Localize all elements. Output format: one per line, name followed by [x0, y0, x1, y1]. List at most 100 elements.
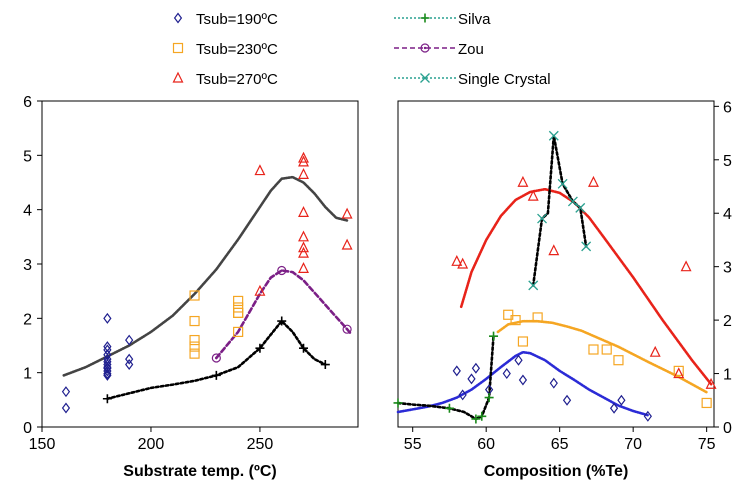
data-point-diamond [617, 394, 626, 406]
data-point-diamond [103, 341, 112, 353]
legend-plus-icon [420, 13, 430, 23]
x-tick-label: 200 [138, 436, 165, 453]
data-point-plus [277, 316, 287, 326]
data-point-plus [211, 370, 221, 380]
y-tick-label: 2 [723, 313, 732, 330]
data-point-diamond [103, 349, 112, 361]
data-point-square [588, 344, 599, 355]
data-point-diamond [518, 374, 528, 386]
legend-x-icon [420, 73, 430, 83]
data-point-diamond [458, 389, 467, 401]
data-point-plus [471, 414, 481, 424]
series-line-0-5 [106, 319, 327, 401]
data-point-square [233, 295, 244, 307]
data-point-diamond [502, 368, 511, 380]
data-point-diamond [103, 312, 112, 324]
data-point-plus [393, 398, 403, 408]
y-tick-label: 3 [723, 260, 732, 277]
data-point-square [189, 315, 200, 327]
data-point-triangle [649, 345, 661, 357]
panel-composition: 55 60 65 70 75 0 1 2 3 4 5 6 Composition (%Te) [393, 99, 732, 480]
data-point-square [233, 326, 244, 338]
data-point-plus [102, 394, 112, 404]
legend-label: Zou [458, 41, 484, 58]
data-point-triangle [298, 168, 309, 179]
data-point-triangle [705, 377, 717, 389]
data-point-diamond [514, 354, 523, 366]
data-point-triangle [254, 284, 266, 296]
data-point-plus [477, 411, 487, 421]
data-point-triangle [298, 155, 309, 167]
data-point-triangle [673, 367, 685, 379]
data-point-x [548, 130, 559, 141]
data-point-diamond [643, 410, 652, 422]
y-tick-label: 6 [723, 99, 732, 116]
legend-label: Tsub=270ºC [196, 71, 278, 88]
data-point-diamond [61, 386, 71, 398]
data-point-triangle [298, 230, 309, 242]
data-point-triangle [451, 254, 463, 266]
legend-square-icon [172, 42, 184, 54]
data-point-x [581, 241, 592, 252]
x-tick-label: 75 [698, 436, 716, 453]
data-point-diamond [125, 353, 134, 365]
series-line-1-3 [459, 187, 713, 386]
data-point-square [233, 307, 244, 318]
legend-label: Silva [458, 11, 491, 28]
panel-substrate-temp: 150 200 250 0 1 2 3 4 5 6 Substrate temp. (ºC) [23, 94, 359, 480]
data-point-triangle [548, 244, 560, 256]
y-tick-label: 4 [23, 203, 32, 220]
series-line-0-4 [215, 269, 353, 360]
series-line-1-4 [496, 319, 709, 394]
x-tick-label: 60 [477, 436, 495, 453]
data-point-triangle [527, 189, 539, 201]
data-point-triangle [341, 238, 353, 250]
y-tick-label: 0 [723, 420, 732, 437]
y-tick-label: 3 [23, 257, 32, 274]
data-point-x [528, 280, 539, 291]
data-point-diamond [609, 402, 619, 414]
data-point-x [557, 178, 568, 189]
data-point-diamond [562, 394, 572, 406]
data-point-diamond [103, 369, 112, 381]
data-point-circle-dot [345, 328, 349, 331]
y-tick-label: 5 [23, 148, 32, 165]
data-point-diamond [125, 334, 134, 346]
data-point-circle [342, 324, 352, 334]
series-line-1-5 [396, 350, 650, 417]
plot-frame-right [397, 100, 715, 428]
data-point-diamond [452, 365, 461, 377]
data-point-square [517, 336, 529, 347]
data-point-circle [277, 265, 287, 276]
series-line-1-6 [396, 334, 495, 421]
data-point-square [701, 397, 712, 409]
legend-label: Tsub=190ºC [196, 11, 278, 28]
series-line-0-3 [62, 175, 349, 377]
data-point-diamond [61, 402, 71, 414]
data-point-triangle [457, 257, 469, 269]
data-point-triangle [341, 207, 353, 219]
data-point-square [189, 334, 200, 346]
y-tick-label: 5 [723, 153, 732, 170]
legend-triangle-icon [172, 71, 184, 83]
data-point-diamond [549, 377, 558, 389]
plot-frame-left [41, 100, 359, 428]
data-point-circle [211, 353, 221, 363]
y-tick-label: 0 [23, 420, 32, 437]
data-point-square [189, 348, 200, 359]
data-point-plus [444, 403, 454, 413]
y-tick-label: 4 [723, 206, 732, 223]
data-point-triangle [517, 175, 529, 187]
data-point-triangle [254, 164, 266, 176]
legend-circle-icon [420, 43, 430, 53]
data-point-square [673, 365, 684, 376]
y-tick-label: 6 [23, 94, 32, 111]
data-point-triangle [680, 260, 692, 272]
data-point-circle-dot [215, 356, 218, 360]
y-tick-label: 1 [723, 367, 732, 384]
x-tick-label: 250 [247, 436, 274, 453]
data-point-triangle [298, 262, 309, 273]
data-point-plus [255, 343, 265, 353]
data-point-plus [299, 343, 309, 353]
